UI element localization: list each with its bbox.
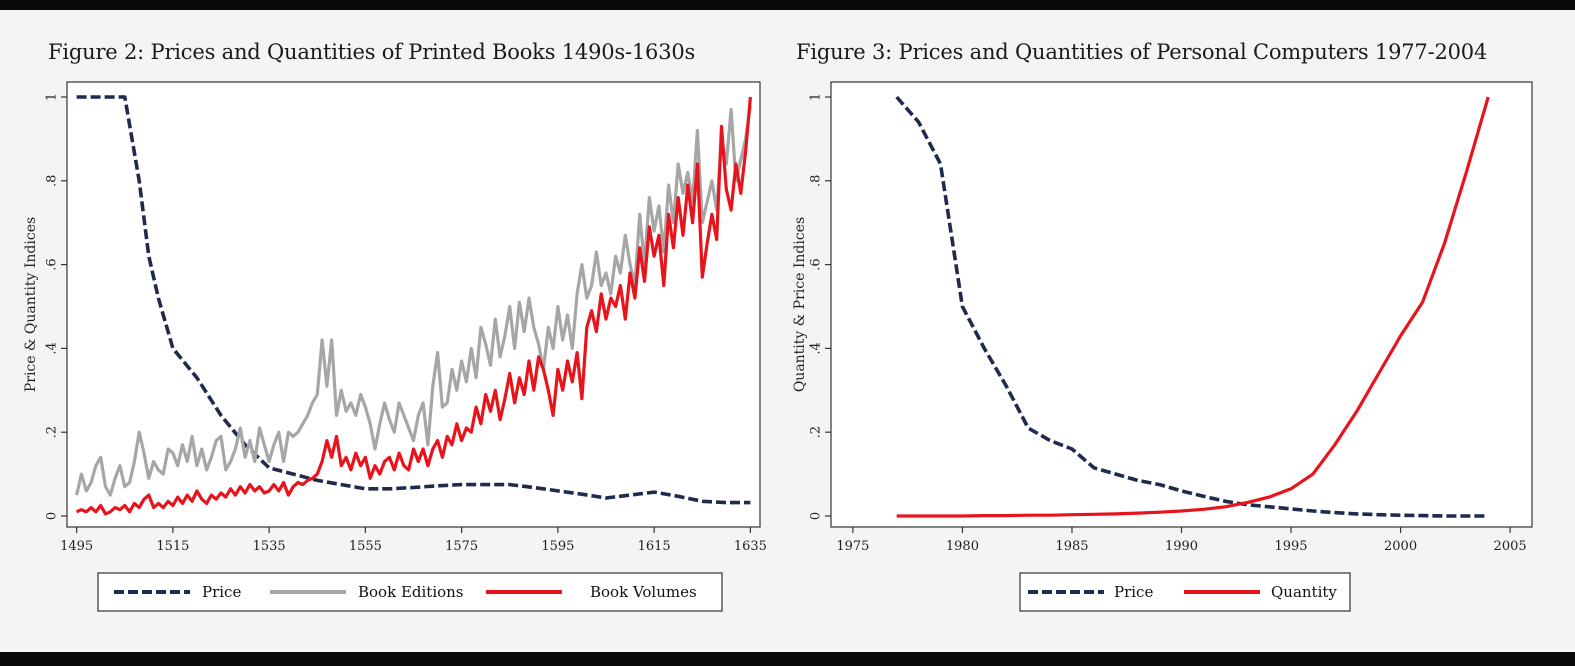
y-tick-label: 1 (809, 93, 824, 101)
y-tick-label: 0 (45, 512, 60, 520)
series-line-book-editions (75, 105, 752, 497)
plot-area (830, 81, 1533, 528)
x-tick-label: 1535 (253, 539, 286, 554)
x-tick-label: 1995 (1274, 539, 1307, 554)
x-tick-label: 1975 (836, 539, 869, 554)
legend-label: Price (202, 583, 241, 601)
x-tick-label: 1515 (156, 539, 189, 554)
bottom-black-bar (0, 652, 1575, 666)
x-tick-label: 1635 (734, 539, 767, 554)
legend-box (97, 572, 723, 612)
figure-2-title: Figure 2: Prices and Quantities of Print… (48, 40, 696, 64)
chart-3: 0 .2 .4 .6 .8 1 1975 1980 1985 1990 1995 2000 2005 Qu… (792, 81, 1533, 612)
y-tick-label: .6 (809, 258, 824, 270)
top-black-bar (0, 0, 1575, 10)
x-tick-label: 2005 (1494, 539, 1527, 554)
chart-2: 0 .2 .4 .6 .8 1 1495 1515 1535 1555 1575 1595 1615 16… (23, 81, 767, 612)
figure-3-title: Figure 3: Prices and Quantities of Perso… (796, 40, 1488, 64)
y-tick-label: .6 (45, 258, 60, 270)
legend-label: Price (1114, 583, 1153, 601)
y-tick-label: .2 (45, 426, 60, 438)
x-tick-label: 1615 (638, 539, 671, 554)
legend-label: Book Editions (358, 583, 464, 601)
plot-area (66, 81, 761, 528)
y-tick-label: .4 (809, 342, 824, 354)
x-tick-label: 2000 (1384, 539, 1417, 554)
series-line-book-volumes (75, 96, 752, 516)
x-tick-label: 1990 (1165, 539, 1198, 554)
legend: Price Book Editions Book Volumes (97, 572, 723, 612)
x-tick-label: 1980 (946, 539, 979, 554)
y-axis-title: Quantity & Price Indices (792, 217, 808, 392)
x-tick-label: 1495 (60, 539, 93, 554)
x-tick-label: 1985 (1055, 539, 1088, 554)
y-tick-label: 1 (45, 93, 60, 101)
legend-label: Book Volumes (590, 583, 697, 601)
y-axis-title: Price & Quantity Indices (23, 217, 39, 392)
series-line-price (76, 95, 751, 505)
legend-label: Quantity (1271, 583, 1337, 601)
x-tick-label: 1595 (541, 539, 574, 554)
y-tick-label: 0 (809, 512, 824, 520)
y-tick-label: .8 (45, 175, 60, 187)
series-line-quantity (896, 96, 1490, 518)
y-tick-label: .2 (809, 426, 824, 438)
y-tick-label: .4 (45, 342, 60, 354)
y-tick-label: .8 (809, 175, 824, 187)
x-tick-label: 1555 (349, 539, 382, 554)
legend: Price Quantity (1019, 572, 1351, 612)
x-tick-label: 1575 (445, 539, 478, 554)
